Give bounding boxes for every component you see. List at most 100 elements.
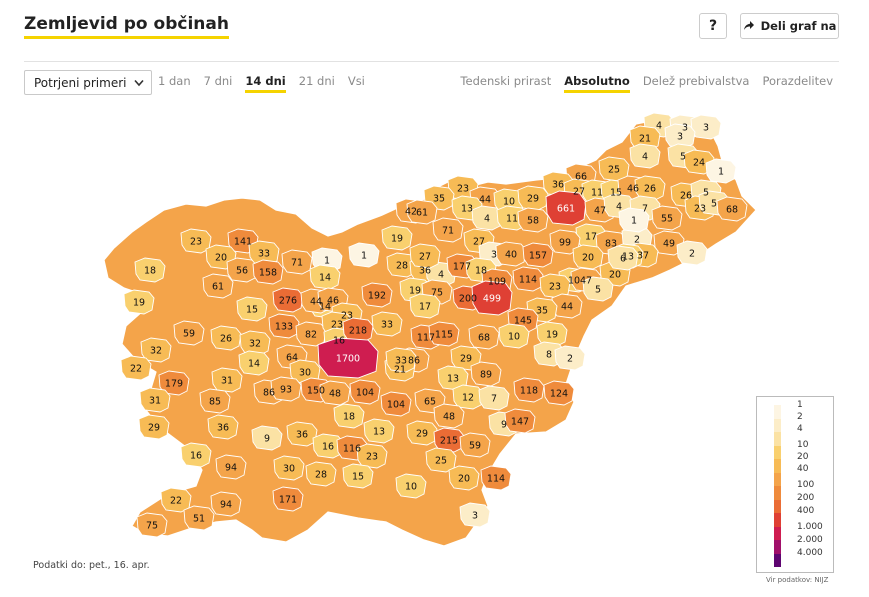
municipality-area[interactable] <box>173 320 205 346</box>
municipality-area[interactable] <box>207 414 239 440</box>
municipality-area[interactable] <box>333 403 365 429</box>
municipality-area[interactable] <box>468 324 500 350</box>
tab-period-14-dni[interactable]: 14 dni <box>245 74 286 93</box>
municipality-area[interactable] <box>470 361 502 387</box>
municipality-area[interactable] <box>138 414 170 440</box>
municipality-area[interactable] <box>136 512 168 538</box>
municipality-area[interactable] <box>428 321 460 347</box>
tab-mode-porazdelitev[interactable]: Porazdelitev <box>762 74 833 88</box>
municipality-area[interactable] <box>317 337 379 379</box>
municipality-area[interactable] <box>356 443 388 469</box>
municipality-area[interactable] <box>478 385 510 411</box>
municipality-area[interactable] <box>676 240 708 266</box>
tab-mode-tedenski-prirast[interactable]: Tedenski prirast <box>460 74 552 88</box>
municipality-area[interactable] <box>295 321 327 347</box>
municipality-area[interactable] <box>239 330 271 356</box>
municipality-area[interactable] <box>238 350 270 376</box>
municipality-area[interactable] <box>363 418 395 444</box>
municipality-area[interactable] <box>342 463 374 489</box>
municipality-area[interactable] <box>618 207 650 233</box>
municipality-area[interactable] <box>452 384 484 410</box>
municipality-area[interactable] <box>432 217 464 243</box>
municipality-area[interactable] <box>251 425 283 451</box>
municipality-area[interactable] <box>409 243 441 269</box>
municipality-area[interactable] <box>498 323 530 349</box>
municipality-area[interactable] <box>134 257 166 283</box>
municipality-area[interactable] <box>319 380 351 406</box>
metric-select[interactable]: Potrjeni primeri <box>24 70 152 95</box>
municipality-area[interactable] <box>120 355 152 381</box>
municipality-area[interactable] <box>215 454 247 480</box>
municipality-area[interactable] <box>380 391 412 417</box>
municipality-area[interactable] <box>158 370 190 396</box>
municipality-area[interactable] <box>629 125 661 151</box>
municipality-area[interactable] <box>202 273 234 299</box>
municipality-area[interactable] <box>448 465 480 491</box>
tab-period-1-dan[interactable]: 1 dan <box>158 74 191 88</box>
municipality-area[interactable] <box>199 388 231 414</box>
municipality-area[interactable] <box>210 491 242 517</box>
municipality-area[interactable] <box>272 287 304 313</box>
tab-mode-delez-prebivalstva[interactable]: Delež prebivalstva <box>642 74 750 88</box>
municipality-area[interactable] <box>471 280 513 316</box>
municipality-area[interactable] <box>539 273 571 299</box>
municipality-area[interactable] <box>522 242 554 268</box>
municipality-area[interactable] <box>651 205 683 231</box>
municipality-area[interactable] <box>272 486 304 512</box>
municipality-area[interactable] <box>270 376 302 402</box>
municipality-area[interactable] <box>273 455 305 481</box>
municipality-area[interactable] <box>471 205 503 231</box>
municipality-area[interactable] <box>629 143 661 169</box>
municipality-area[interactable] <box>517 207 549 233</box>
map-legend: 1 2 4 10 20 40 100 200 400 1.000 2.000 4.000 <box>756 396 834 573</box>
municipality-area[interactable] <box>705 158 737 184</box>
municipality-area[interactable] <box>536 321 568 347</box>
tab-mode-absolutno[interactable]: Absolutno <box>564 74 630 93</box>
municipality-area[interactable] <box>349 379 381 405</box>
municipality-area[interactable] <box>572 244 604 270</box>
municipality-area[interactable] <box>248 240 280 266</box>
municipality-area[interactable] <box>140 337 172 363</box>
municipality-area[interactable] <box>385 347 417 373</box>
municipality-area[interactable] <box>409 293 441 319</box>
tab-period-vsi[interactable]: Vsi <box>347 74 365 88</box>
municipality-area[interactable] <box>381 225 413 251</box>
municipality-area[interactable] <box>348 242 380 268</box>
municipality-area[interactable] <box>607 245 639 271</box>
municipality-area[interactable] <box>123 289 155 315</box>
municipality-area[interactable] <box>664 123 696 149</box>
municipality-area[interactable] <box>480 465 512 491</box>
municipality-area[interactable] <box>139 387 171 413</box>
municipality-area[interactable] <box>342 317 374 343</box>
municipality-area[interactable] <box>716 196 748 222</box>
municipality-area[interactable] <box>361 282 393 308</box>
municipality-area[interactable] <box>371 311 403 337</box>
municipality-area[interactable] <box>513 377 545 403</box>
municipality-area[interactable] <box>183 505 215 531</box>
municipality-area[interactable] <box>433 403 465 429</box>
municipality-value-label: 3 <box>682 123 688 134</box>
municipality-area[interactable] <box>504 408 536 434</box>
municipality-area[interactable] <box>252 259 284 285</box>
municipality-area[interactable] <box>305 461 337 487</box>
tab-period-21-dni[interactable]: 21 dni <box>298 74 335 88</box>
municipality-area[interactable] <box>459 432 491 458</box>
tab-period-7-dni[interactable]: 7 dni <box>203 74 233 88</box>
municipality-area[interactable] <box>210 325 242 351</box>
municipality-area[interactable] <box>495 241 527 267</box>
municipality-area[interactable] <box>236 296 268 322</box>
municipality-area[interactable] <box>582 276 614 302</box>
municipality-area[interactable] <box>309 264 341 290</box>
municipality-area[interactable] <box>395 473 427 499</box>
municipality-area[interactable] <box>406 199 438 225</box>
municipality-area[interactable] <box>545 190 587 226</box>
municipality-area[interactable] <box>554 345 586 371</box>
municipality-area[interactable] <box>543 380 575 406</box>
municipality-area[interactable] <box>459 502 491 528</box>
help-button[interactable]: ? <box>699 13 727 39</box>
share-button[interactable]: Deli graf na <box>740 13 839 39</box>
municipality-area[interactable] <box>634 175 666 201</box>
municipality-area[interactable] <box>180 442 212 468</box>
municipality-area[interactable] <box>517 185 549 211</box>
municipality-area[interactable] <box>211 367 243 393</box>
